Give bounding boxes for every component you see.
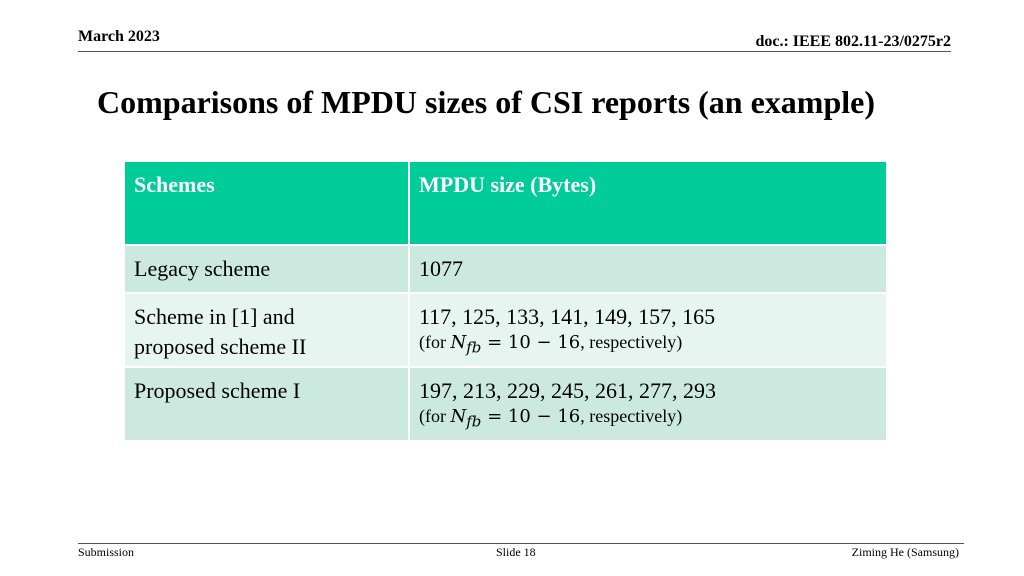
n-fb-variable: Nfb	[450, 406, 482, 431]
note-prefix: (for	[419, 406, 451, 426]
header-date: March 2023	[78, 28, 160, 45]
note-suffix: , respectively)	[580, 406, 683, 426]
mpdu-size-values: 117, 125, 133, 141, 149, 157, 165	[419, 304, 716, 329]
note-suffix: , respectively)	[580, 332, 683, 352]
note-equation: = 10 − 16	[481, 332, 581, 353]
scheme-line: proposed scheme II	[134, 334, 307, 359]
mpdu-size-cell: 117, 125, 133, 141, 149, 157, 165 (for N…	[409, 293, 886, 368]
column-header-schemes: Schemes	[125, 162, 410, 246]
comparison-table: Schemes MPDU size (Bytes) Legacy scheme …	[125, 162, 886, 442]
scheme-cell: Proposed scheme I	[125, 367, 410, 442]
table-row: Legacy scheme 1077	[125, 245, 886, 294]
table-row: Scheme in [1] and proposed scheme II 117…	[125, 293, 886, 368]
scheme-cell: Legacy scheme	[125, 245, 410, 294]
n-fb-variable: Nfb	[450, 332, 482, 357]
mpdu-size-values: 197, 213, 229, 245, 261, 277, 293	[419, 378, 716, 403]
footer-submission: Submission	[78, 545, 135, 559]
slide-title: Comparisons of MPDU sizes of CSI reports…	[97, 84, 875, 120]
header-doc-id: doc.: IEEE 802.11-23/0275r2	[755, 33, 951, 50]
footer-divider	[78, 543, 964, 544]
mpdu-size-cell: 1077	[409, 245, 886, 294]
mpdu-size-note: (for Nfb = 10 − 16, respectively)	[419, 406, 877, 432]
note-prefix: (for	[419, 332, 451, 352]
scheme-cell: Scheme in [1] and proposed scheme II	[125, 293, 410, 368]
footer-slide-number: Slide 18	[496, 545, 536, 559]
footer-author: Ziming He (Samsung)	[851, 545, 959, 559]
mpdu-size-cell: 197, 213, 229, 245, 261, 277, 293 (for N…	[409, 367, 886, 442]
note-equation: = 10 − 16	[481, 406, 581, 427]
table-header-row: Schemes MPDU size (Bytes)	[125, 162, 886, 246]
mpdu-size-note: (for Nfb = 10 − 16, respectively)	[419, 332, 877, 358]
header-divider	[78, 51, 951, 52]
column-header-mpdu-size: MPDU size (Bytes)	[409, 162, 886, 246]
scheme-line: Scheme in [1] and	[134, 304, 295, 329]
table-row: Proposed scheme I 197, 213, 229, 245, 26…	[125, 367, 886, 442]
